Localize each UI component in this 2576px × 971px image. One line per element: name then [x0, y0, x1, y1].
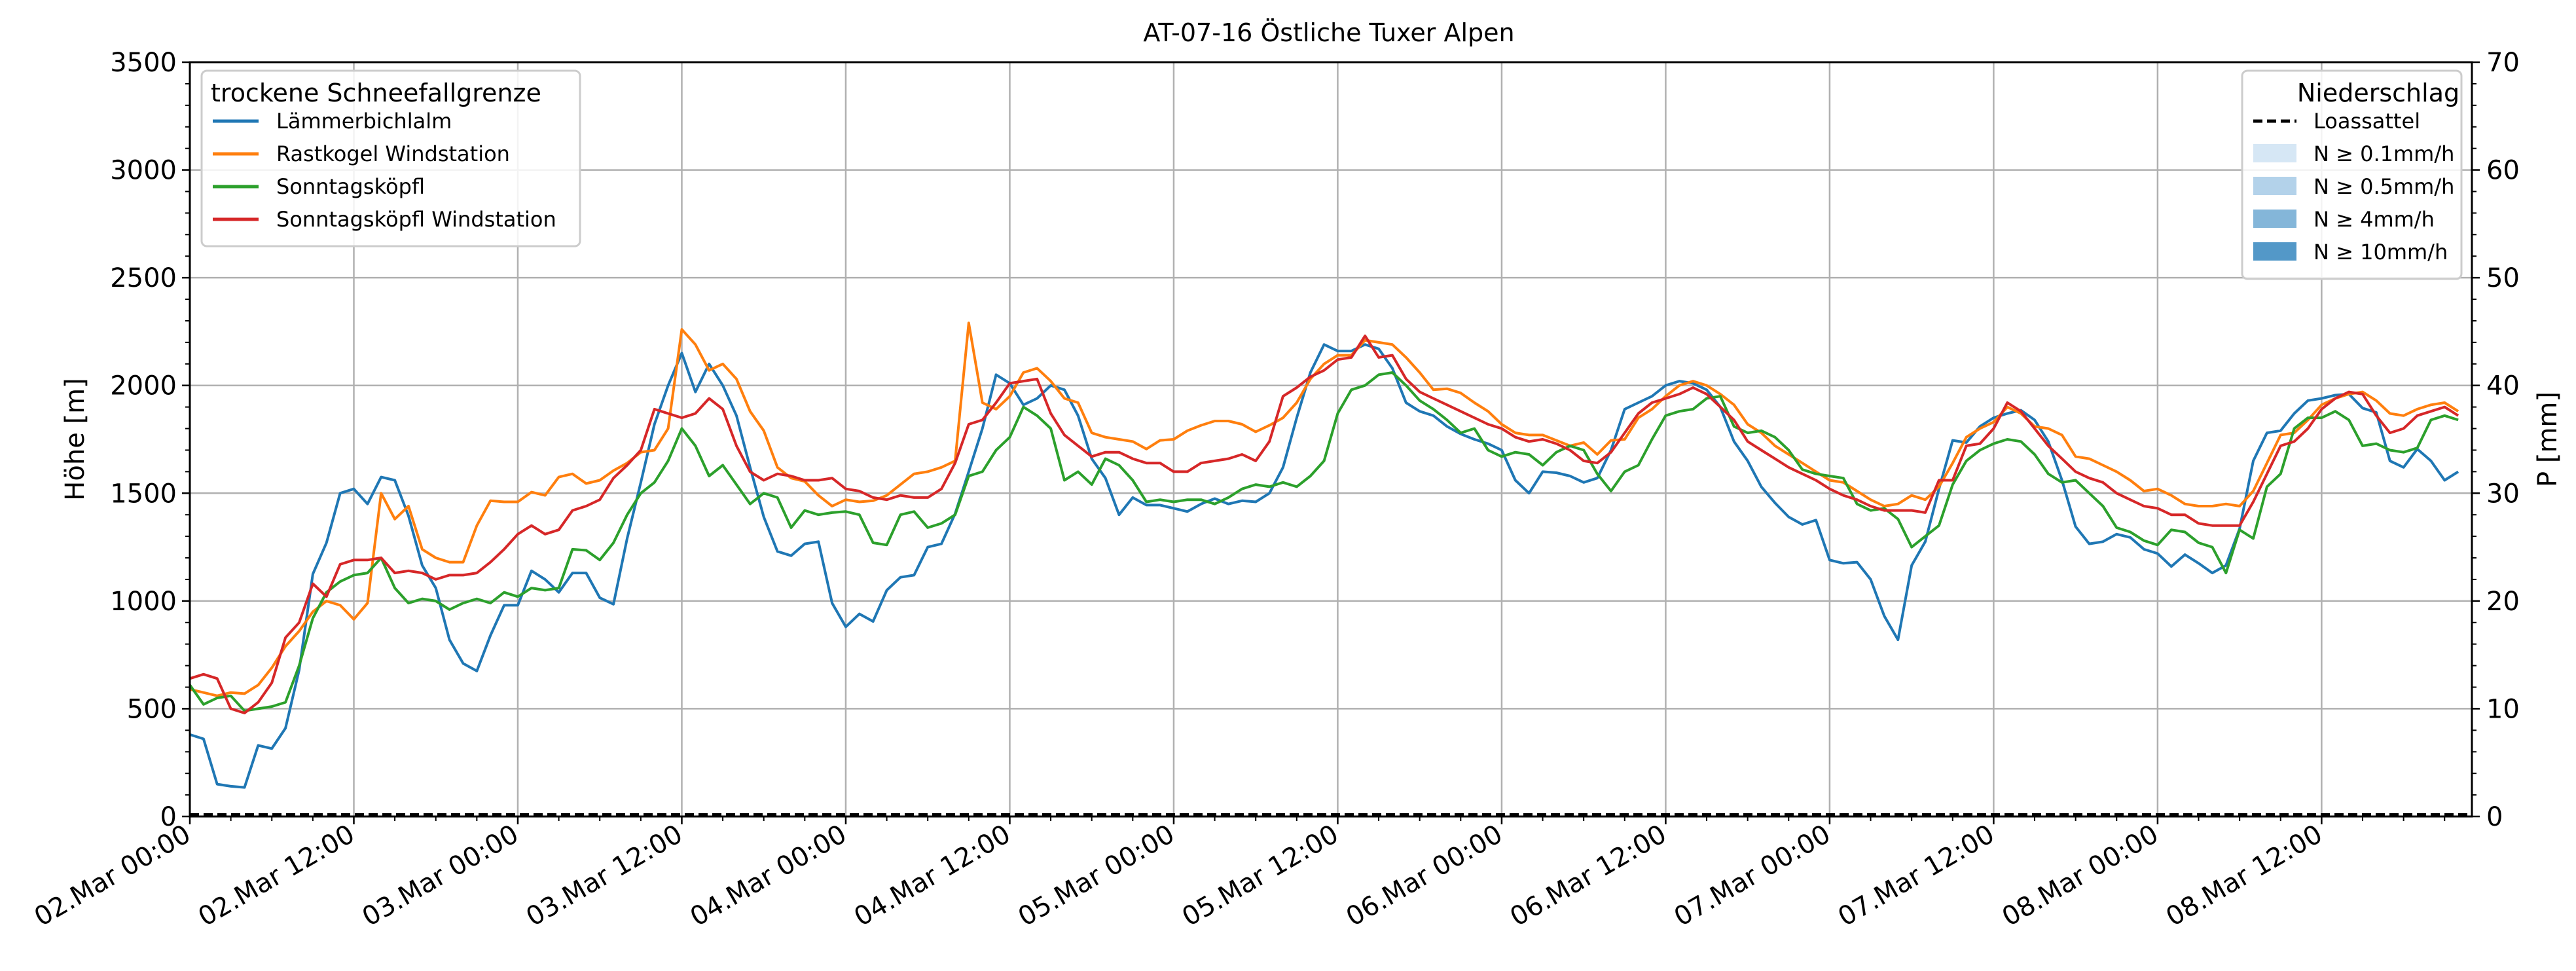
left-tick-label: 3500 — [110, 48, 177, 78]
legend-right-swatch — [2253, 242, 2296, 261]
legend-left-label: Lämmerbichlalm — [276, 109, 452, 134]
legend-left-label: Sonntagsköpfl Windstation — [276, 207, 556, 232]
legend-left-title: trockene Schneefallgrenze — [211, 79, 541, 107]
legend-right-items: Loassattel N ≥ 0.1mm/h N ≥ 0.5mm/h N ≥ 4mm/… — [2253, 109, 2454, 265]
legend-left-box — [200, 69, 581, 247]
series-line — [189, 321, 2459, 697]
right-tick-label: 10 — [2486, 694, 2520, 724]
legend-right-swatch — [2253, 177, 2296, 195]
right-tick-label: 60 — [2486, 156, 2520, 186]
chart-title: AT-07-16 Östliche Tuxer Alpen — [1143, 18, 1514, 47]
right-tick-label: 20 — [2486, 587, 2520, 617]
left-y-axis: 0 500 1000 1500 2000 2500 3000 3500 — [110, 48, 190, 832]
left-tick-label: 1500 — [110, 479, 177, 509]
legend-right-label: N ≥ 0.1mm/h — [2313, 141, 2454, 166]
legend-left-items: Lämmerbichlalm Rastkogel Windstation Sonnt… — [213, 109, 556, 232]
legend-right-label: N ≥ 10mm/h — [2313, 240, 2448, 265]
right-tick-label: 50 — [2486, 263, 2520, 293]
legend-snowfall-line: trockene Schneefallgrenze Lämmerbichlalm… — [200, 69, 581, 247]
right-tick-label: 40 — [2486, 371, 2520, 401]
left-tick-label: 1000 — [110, 587, 177, 617]
left-tick-label: 2500 — [110, 263, 177, 293]
legend-right-label: N ≥ 4mm/h — [2313, 207, 2435, 232]
right-tick-label: 0 — [2486, 802, 2503, 832]
right-tick-label: 30 — [2486, 479, 2520, 509]
series-line — [189, 343, 2459, 789]
series-line — [189, 371, 2459, 712]
series-line — [189, 335, 2459, 714]
left-y-axis-label: Höhe [m] — [60, 378, 90, 500]
legend-left-label: Sonntagsköpfl — [276, 174, 425, 199]
legend-right-label: N ≥ 0.5mm/h — [2313, 174, 2454, 199]
legend-right-swatch — [2253, 210, 2296, 228]
legend-right-label: Loassattel — [2313, 109, 2420, 134]
legend-right-title: Niederschlag — [2297, 79, 2459, 107]
legend-precipitation: Niederschlag Loassattel N ≥ 0.1mm/h N ≥ 0.… — [2241, 69, 2463, 280]
legend-right-swatch — [2253, 144, 2296, 162]
left-tick-label: 0 — [160, 802, 177, 832]
legend-right-box — [2241, 69, 2463, 280]
right-tick-label: 70 — [2486, 48, 2520, 78]
left-tick-label: 3000 — [110, 156, 177, 186]
legend-left-label: Rastkogel Windstation — [276, 141, 510, 166]
right-y-axis-label: P [mm] — [2533, 392, 2563, 487]
right-y-axis: 0 10 20 30 40 50 60 70 — [2472, 48, 2520, 832]
series-lines — [189, 321, 2459, 789]
left-tick-label: 500 — [127, 694, 177, 724]
plot-frame — [189, 61, 2473, 818]
left-tick-label: 2000 — [110, 371, 177, 401]
